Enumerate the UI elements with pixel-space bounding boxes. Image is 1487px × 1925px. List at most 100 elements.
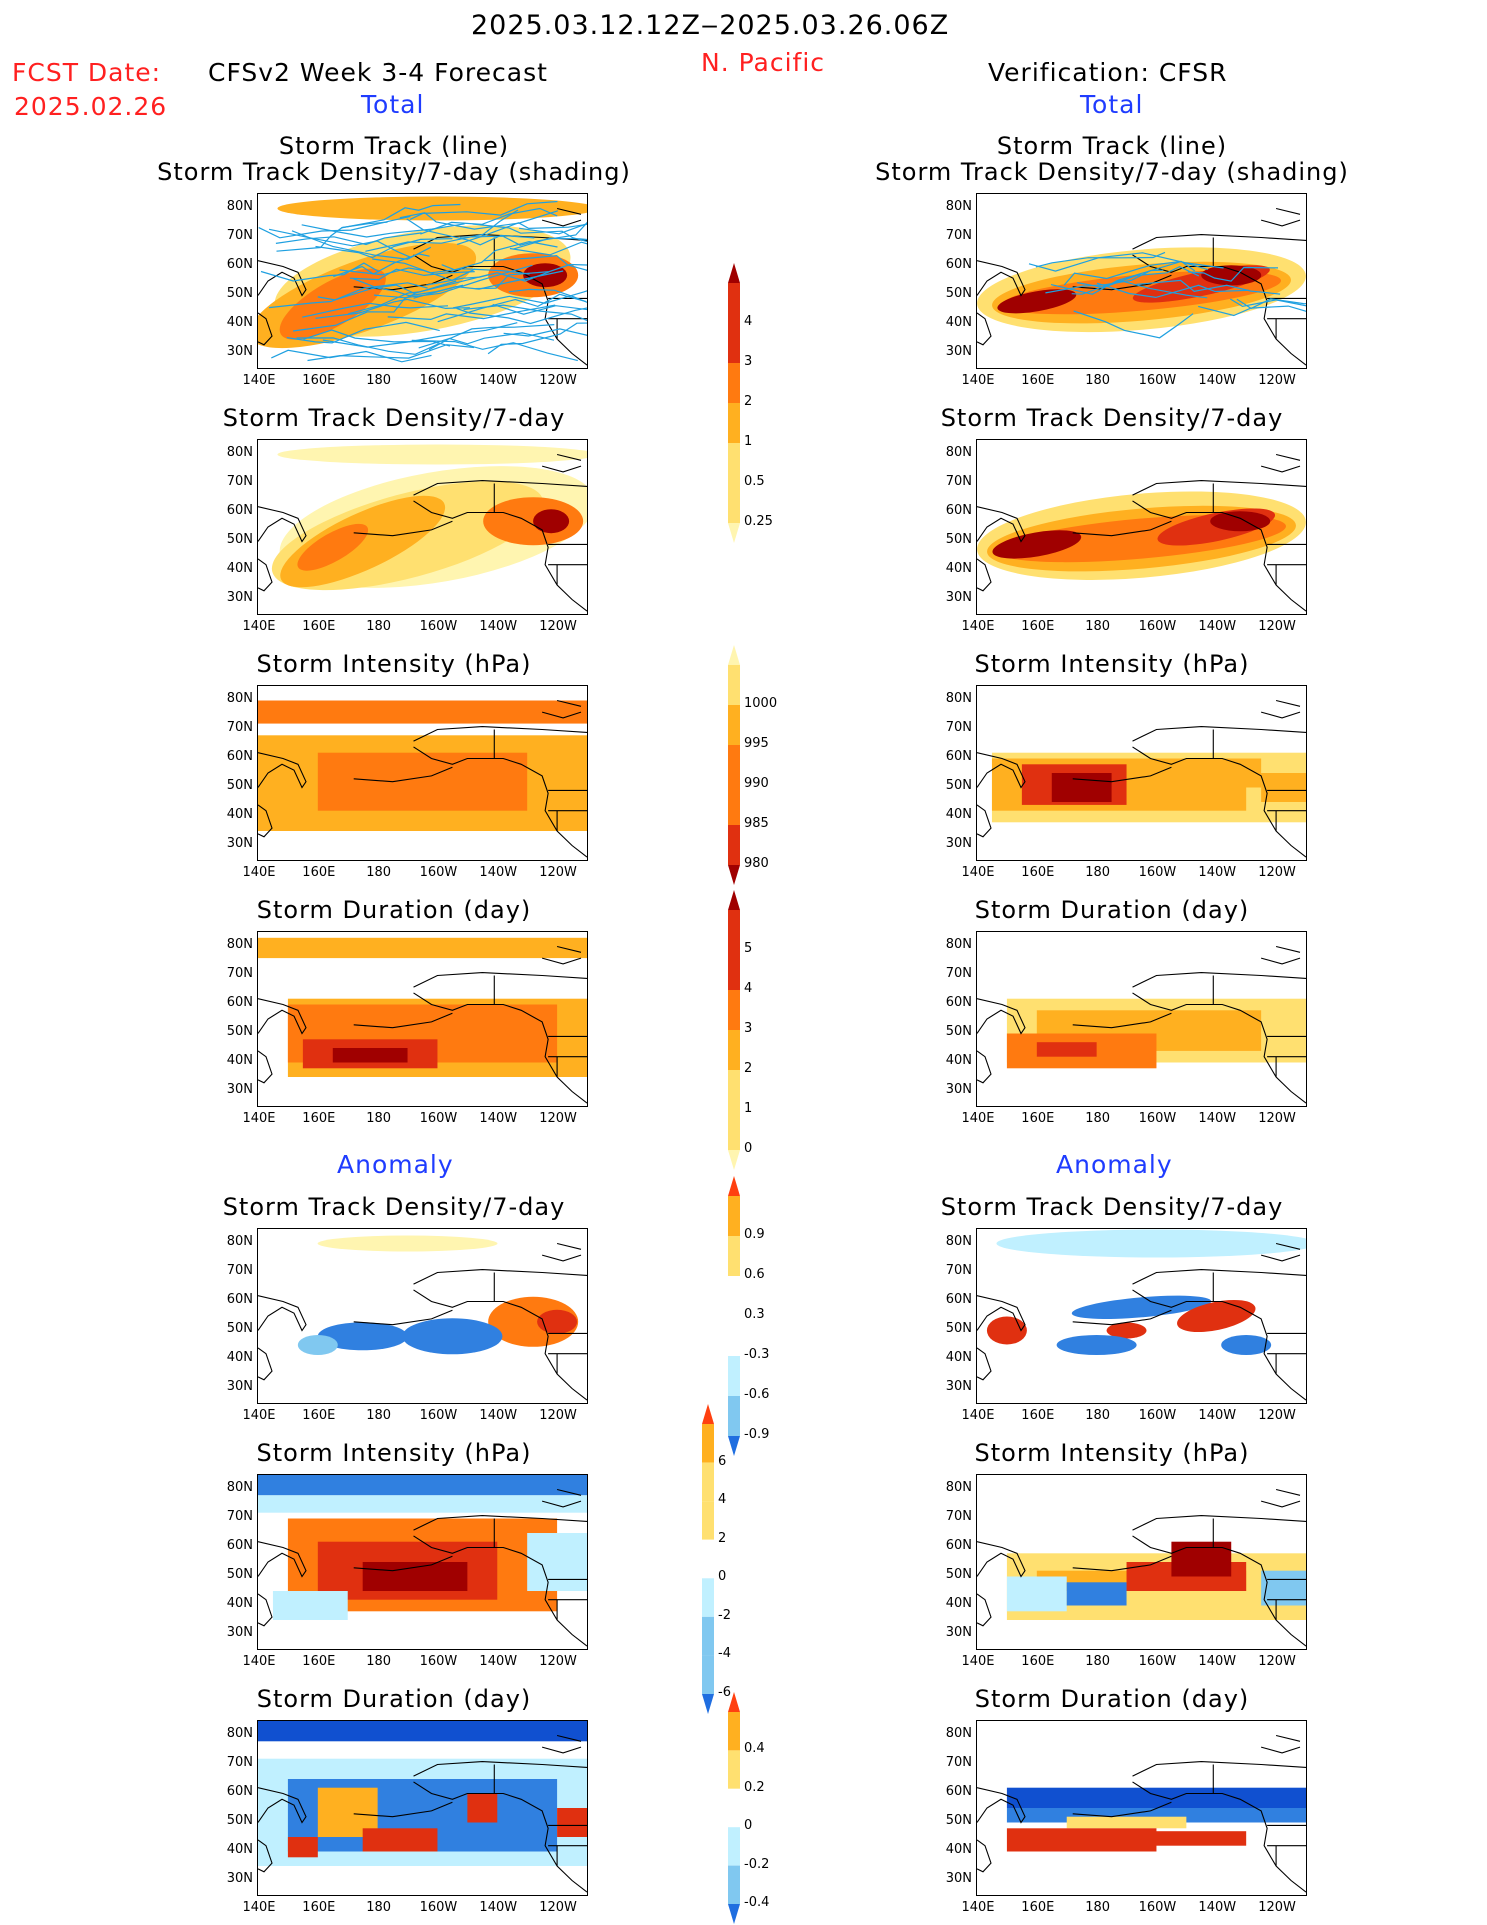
lat-label: 30N [945, 589, 972, 605]
lat-label: 70N [945, 719, 972, 735]
map-duration-forecast: 80N 70N 60N 50N 40N 30N 140E 160E 180 160W 140W 120… [227, 931, 588, 1126]
panel-title-intensity-anom-left: Storm Intensity (hPa) [256, 1439, 532, 1467]
colorbar-tick-label: 4 [744, 314, 753, 329]
lat-label: 70N [226, 1754, 253, 1770]
lat-label: 70N [945, 473, 972, 489]
lat-label: 30N [945, 1081, 972, 1097]
lat-label: 50N [945, 1023, 972, 1039]
lat-label: 30N [226, 1081, 253, 1097]
lat-label: 80N [226, 1725, 253, 1741]
lat-label: 50N [945, 531, 972, 547]
lon-label: 160W [1138, 1654, 1177, 1669]
lon-label: 160E [1021, 1654, 1055, 1669]
lon-label: 160W [1138, 373, 1177, 388]
colorbar-tick-label: 0.4 [744, 1741, 765, 1757]
lat-label: 80N [945, 1725, 972, 1741]
colorbar-tick-label: -2 [718, 1607, 731, 1623]
lon-label: 160E [1021, 865, 1055, 880]
lat-label: 60N [945, 748, 972, 764]
colorbar-tick-label: -0.2 [744, 1856, 770, 1872]
colorbar-tick-label: 1000 [744, 696, 778, 711]
lat-label: 60N [945, 502, 972, 518]
panel-title-track-shading-left: Storm Track Density/7-day (shading) [157, 158, 631, 186]
lon-label: 140E [961, 865, 995, 880]
colorbar-tick-label: 3 [744, 1021, 753, 1036]
colorbar-tick-label: 0 [744, 1141, 753, 1156]
lon-label: 120W [1258, 373, 1296, 388]
lon-label: 160W [419, 1900, 458, 1915]
lat-label: 50N [226, 1566, 253, 1582]
lon-label: 160E [1021, 1408, 1055, 1423]
lon-label: 180 [366, 1654, 392, 1669]
lon-label: 140E [961, 1654, 995, 1669]
lon-label: 140W [479, 1408, 518, 1423]
lat-label: 60N [945, 1783, 972, 1799]
lon-label: 120W [539, 1408, 577, 1423]
colorbar-density-total: 4 3 2 1 0.5 0.25 [718, 263, 868, 543]
lat-label: 50N [226, 1320, 253, 1336]
lat-label: 50N [945, 1812, 972, 1828]
panel-title-intensity-right: Storm Intensity (hPa) [974, 650, 1250, 678]
lon-label: 180 [1085, 1111, 1111, 1126]
panel-title-track-line-left: Storm Track (line) [278, 132, 510, 160]
lon-label: 160E [1021, 1900, 1055, 1915]
lon-label: 160W [419, 1111, 458, 1126]
panel-title-track-shading-right: Storm Track Density/7-day (shading) [875, 158, 1349, 186]
lon-label: 140W [479, 1900, 518, 1915]
lat-label: 60N [945, 256, 972, 272]
lat-label: 80N [945, 936, 972, 952]
lon-label: 140W [1198, 865, 1237, 880]
colorbar-tick-label: -0.4 [744, 1895, 770, 1910]
lat-label: 80N [226, 936, 253, 952]
colorbar-tick-label: 1 [744, 1101, 753, 1116]
lon-label: 160E [302, 373, 336, 388]
lon-label: 120W [539, 1111, 577, 1126]
panel-title-intensity-left: Storm Intensity (hPa) [256, 650, 532, 678]
lat-label: 60N [226, 1291, 253, 1307]
lat-label: 60N [226, 502, 253, 518]
lat-label: 60N [226, 748, 253, 764]
colorbar-tick-label: 0 [744, 1818, 753, 1834]
lat-label: 40N [226, 1841, 253, 1857]
lat-label: 70N [226, 965, 253, 981]
lon-label: 160W [419, 1408, 458, 1423]
lon-label: 120W [539, 373, 577, 388]
lon-label: 160W [419, 1654, 458, 1669]
colorbar-tick-label: 6 [718, 1453, 727, 1469]
colorbar-tick-label: -0.3 [744, 1347, 770, 1362]
lon-label: 140E [961, 1408, 995, 1423]
lat-label: 40N [226, 1052, 253, 1068]
lon-label: 120W [539, 1900, 577, 1915]
lat-label: 70N [226, 1262, 253, 1278]
lon-label: 180 [366, 619, 392, 634]
lat-label: 30N [945, 1378, 972, 1394]
lon-label: 160E [302, 1900, 336, 1915]
lon-label: 140E [242, 865, 276, 880]
lat-label: 70N [945, 227, 972, 243]
lat-label: 80N [226, 690, 253, 706]
colorbar-tick-label: -0.6 [744, 1387, 770, 1402]
lon-label: 140W [479, 1654, 518, 1669]
lon-label: 180 [1085, 1654, 1111, 1669]
forecast-title: CFSv2 Week 3-4 Forecast [208, 58, 548, 87]
lon-label: 120W [1258, 1408, 1296, 1423]
colorbar-tick-label: 0.25 [744, 514, 773, 529]
lon-label: 160E [302, 865, 336, 880]
lat-label: 40N [945, 1595, 972, 1611]
lon-label: 140W [1198, 1408, 1237, 1423]
lat-label: 80N [945, 1479, 972, 1495]
colorbar-intensity-anomaly: 6 4 2 0 -2 -4 -6 [692, 1404, 842, 1714]
lat-label: 70N [226, 1508, 253, 1524]
panel-title-density-right: Storm Track Density/7-day [940, 404, 1284, 432]
panel-title-track-line-right: Storm Track (line) [996, 132, 1228, 160]
lon-label: 140E [242, 373, 276, 388]
lat-label: 50N [945, 1566, 972, 1582]
lat-label: 30N [226, 343, 253, 359]
lon-label: 160E [302, 1654, 336, 1669]
lat-label: 80N [226, 444, 253, 460]
lon-label: 140E [961, 1111, 995, 1126]
map-density-verification: 80N 70N 60N 50N 40N 30N 140E 160E 180 160W 140W 120… [946, 439, 1307, 634]
lon-label: 120W [1258, 865, 1296, 880]
lat-label: 50N [945, 285, 972, 301]
lat-label: 50N [226, 1812, 253, 1828]
